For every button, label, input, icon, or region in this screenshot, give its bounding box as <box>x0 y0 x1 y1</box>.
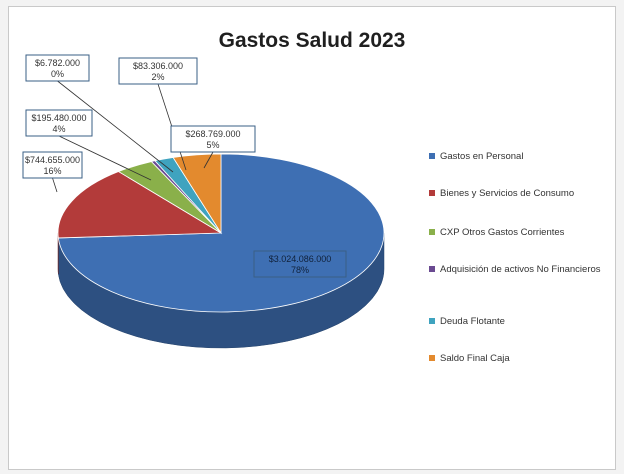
data-label-box <box>253 250 347 278</box>
legend-swatch <box>429 153 435 159</box>
legend-swatch <box>429 190 435 196</box>
data-label-percent: 78% <box>291 265 309 275</box>
data-label-amount: $3.024.086.000 <box>269 254 332 264</box>
chart-area: Gastos Salud 2023 $3.024.086.000 78% $744.… <box>8 6 616 470</box>
chart-title: Gastos Salud 2023 <box>218 29 406 52</box>
data-label-box <box>22 151 83 179</box>
data-label-percent: 2% <box>151 72 164 82</box>
leader-line <box>57 80 174 173</box>
legend-swatch <box>429 355 435 361</box>
leader-line <box>52 177 58 193</box>
pie-slice <box>57 171 223 239</box>
data-label-amount: $268.769.000 <box>185 129 240 139</box>
data-label-amount: $83.306.000 <box>133 61 183 71</box>
data-label-percent: 5% <box>206 140 219 150</box>
leader-line <box>203 151 214 169</box>
pie-slice <box>172 153 222 235</box>
data-label-percent: 0% <box>51 69 64 79</box>
legend-swatch <box>429 229 435 235</box>
data-label-amount: $6.782.000 <box>35 58 80 68</box>
pie-slices <box>57 153 385 313</box>
data-label-box <box>25 54 90 82</box>
data-label-amount: $195.480.000 <box>31 113 86 123</box>
data-label-percent: 16% <box>43 166 61 176</box>
data-label-box <box>170 125 256 153</box>
legend-swatch <box>429 318 435 324</box>
data-label-box <box>25 109 93 137</box>
data-label-percent: 4% <box>52 124 65 134</box>
leader-line <box>58 135 152 181</box>
legend-swatch <box>429 266 435 272</box>
data-label-box <box>118 57 198 85</box>
data-label-amount: $744.655.000 <box>25 155 80 165</box>
